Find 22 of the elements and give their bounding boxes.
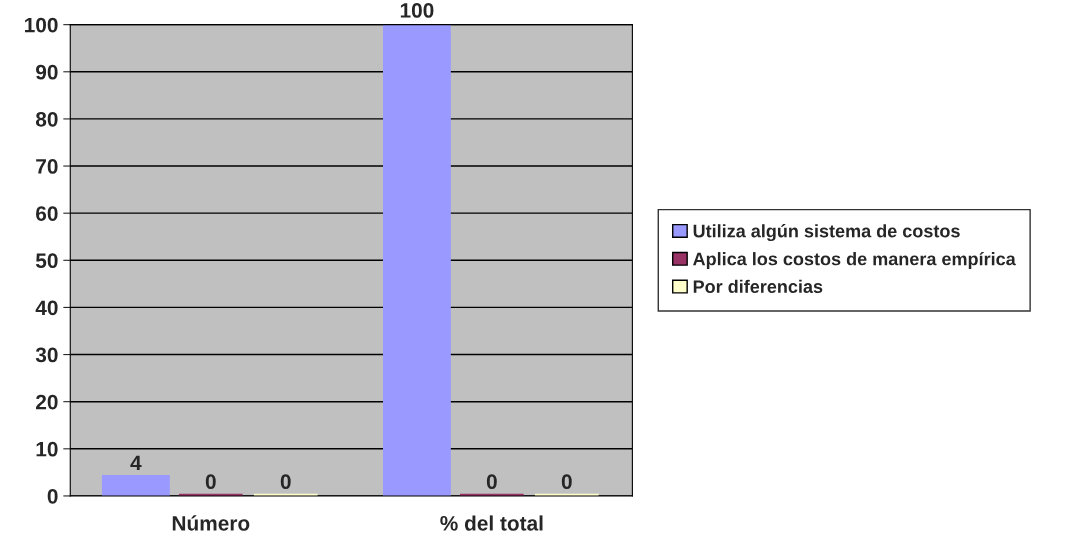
y-tick-label: 0 <box>47 488 58 504</box>
y-tick-label: 20 <box>36 394 58 410</box>
data-label: 0 <box>486 474 497 490</box>
data-label: 0 <box>561 474 572 490</box>
x-tick-label: Número <box>172 515 250 531</box>
y-tick-label: 30 <box>35 347 58 363</box>
data-label: 0 <box>205 474 216 490</box>
y-tick-label: 60 <box>36 206 58 221</box>
legend-label: Por diferencias <box>693 279 823 294</box>
data-label: 100 <box>400 3 434 18</box>
legend-label: Aplica los costos de manera empírica <box>693 251 1016 269</box>
y-tick-label: 100 <box>25 17 58 33</box>
legend-label: Utiliza algún sistema de costos <box>693 224 960 242</box>
data-label: 0 <box>280 474 291 490</box>
x-tick-label: % del total <box>440 515 543 531</box>
y-tick-label: 90 <box>36 64 58 80</box>
y-tick-label: 10 <box>36 441 58 457</box>
y-tick-label: 70 <box>36 159 58 174</box>
y-tick-label: 80 <box>35 111 58 127</box>
y-tick-label: 50 <box>35 253 58 269</box>
data-label: 4 <box>130 455 142 470</box>
y-tick-label: 40 <box>35 300 58 316</box>
